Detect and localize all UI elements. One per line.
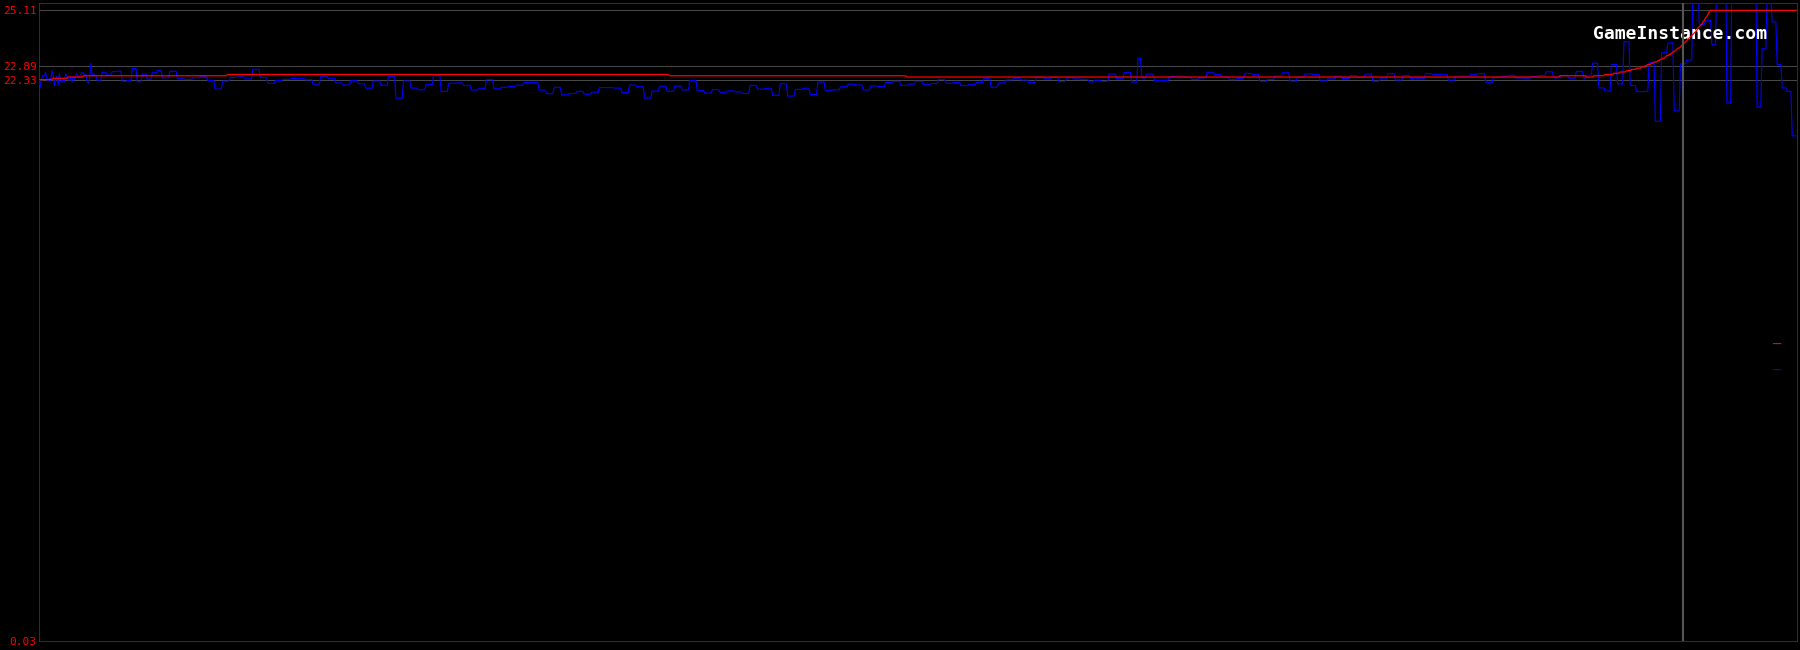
- Text: —: —: [1773, 363, 1782, 378]
- Text: GameInstance.com: GameInstance.com: [1593, 25, 1768, 43]
- Text: —: —: [1773, 337, 1782, 352]
